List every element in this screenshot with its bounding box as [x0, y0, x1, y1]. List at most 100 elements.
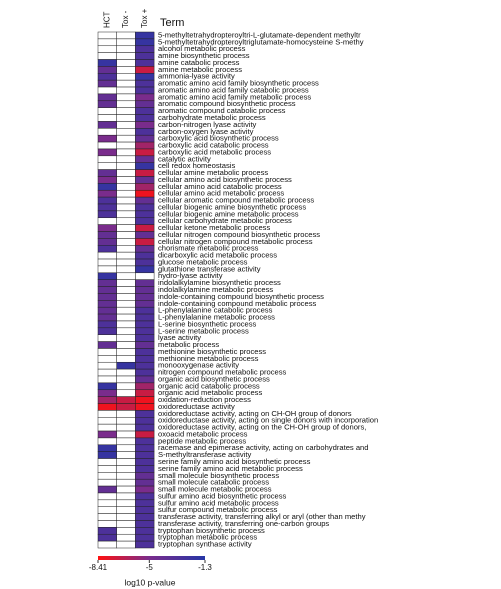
empty-cell — [116, 279, 136, 287]
empty-cell — [116, 368, 136, 377]
cell — [135, 396, 155, 404]
empty-cell — [97, 155, 117, 163]
empty-cell — [116, 31, 136, 40]
empty-cell — [116, 520, 136, 528]
cell — [135, 86, 155, 95]
term-label: catalytic activity — [158, 154, 211, 163]
term-label: carbon-oxygen lyase activity — [158, 127, 254, 136]
cell — [135, 313, 155, 322]
cell — [97, 59, 117, 67]
term-label: indole-containing compound biosynthetic … — [158, 292, 324, 301]
empty-cell — [116, 121, 136, 129]
term-label: aromatic compound catabolic process — [158, 106, 286, 115]
cell — [97, 203, 117, 212]
empty-cell — [97, 31, 117, 40]
empty-cell — [97, 348, 117, 356]
empty-cell — [116, 66, 136, 74]
cell — [135, 458, 155, 466]
term-label: cellular amino acid biosynthetic process — [158, 175, 292, 184]
empty-cell — [116, 251, 136, 260]
empty-cell — [116, 134, 136, 143]
empty-cell — [97, 141, 117, 150]
term-label: hydro-lyase activity — [158, 271, 223, 280]
empty-cell — [116, 100, 136, 108]
cell — [97, 451, 117, 459]
term-label: carbon-nitrogen lyase activity — [158, 120, 257, 129]
empty-cell — [97, 520, 117, 528]
cell — [97, 527, 117, 535]
cell — [97, 306, 117, 315]
cell — [135, 472, 155, 480]
empty-cell — [116, 375, 136, 384]
cell — [135, 520, 155, 528]
cell — [97, 382, 117, 391]
term-label: indolalkylamine biosynthetic process — [158, 278, 281, 287]
empty-cell — [116, 93, 136, 102]
cell — [97, 293, 117, 301]
cell — [135, 52, 155, 60]
cell — [97, 189, 117, 198]
cell — [135, 389, 155, 397]
term-label: oxoacid metabolic process — [158, 429, 248, 438]
cell — [97, 66, 117, 74]
empty-cell — [97, 423, 117, 432]
empty-cell — [116, 86, 136, 95]
term-label: 5-methyltetrahydropteroyltriglutamate-ho… — [158, 37, 364, 46]
term-label: L-phenylalanine metabolic process — [158, 313, 275, 322]
cell — [135, 45, 155, 53]
cell — [135, 403, 155, 411]
cell — [97, 169, 117, 177]
empty-cell — [116, 217, 136, 225]
term-label: cellular nitrogen compound metabolic pro… — [158, 237, 313, 246]
empty-cell — [97, 355, 117, 363]
empty-cell — [97, 410, 117, 418]
term-label: 5-methyltetrahydropteroyltri-L-glutamate… — [158, 30, 361, 39]
empty-cell — [116, 492, 136, 501]
empty-cell — [116, 203, 136, 212]
term-label: tryptophan metabolic process — [158, 533, 257, 542]
cell — [135, 231, 155, 239]
empty-cell — [116, 382, 136, 391]
term-label: S-methyltransferase activity — [158, 450, 251, 459]
cell — [135, 382, 155, 391]
empty-cell — [116, 189, 136, 198]
empty-cell — [97, 499, 117, 507]
empty-cell — [116, 196, 136, 205]
term-label: peptide metabolic process — [158, 436, 246, 445]
cell — [135, 114, 155, 122]
empty-cell — [116, 114, 136, 122]
cell — [135, 169, 155, 177]
cell — [97, 176, 117, 184]
column-label: Tox + — [140, 8, 149, 28]
empty-cell — [116, 306, 136, 315]
empty-cell — [116, 79, 136, 88]
term-label: aromatic amino acid family biosynthetic … — [158, 79, 319, 88]
empty-cell — [116, 265, 136, 274]
empty-cell — [116, 45, 136, 53]
empty-cell — [116, 417, 136, 425]
term-label: monooxygenase activity — [158, 361, 239, 370]
empty-cell — [97, 458, 117, 466]
term-label: transferase activity, transferring one-c… — [158, 519, 329, 528]
cell — [135, 196, 155, 205]
cell — [135, 410, 155, 418]
cell — [135, 279, 155, 287]
cell — [97, 485, 117, 494]
cell — [116, 361, 136, 370]
cell — [135, 121, 155, 129]
colorbar-label: log10 p-value — [124, 577, 175, 587]
term-label: sulfur compound metabolic process — [158, 505, 278, 514]
cell — [135, 31, 155, 40]
cell — [135, 203, 155, 212]
cell — [97, 444, 117, 452]
empty-cell — [116, 128, 136, 136]
cell — [135, 107, 155, 115]
empty-cell — [97, 334, 117, 342]
term-label: sulfur amino acid biosynthetic process — [158, 491, 287, 500]
colorbar-tick-label: -8.41 — [89, 563, 108, 572]
cell — [97, 279, 117, 287]
empty-cell — [116, 224, 136, 232]
term-label: cellular amine metabolic process — [158, 168, 268, 177]
term-label: small molecule catabolic process — [158, 478, 269, 487]
